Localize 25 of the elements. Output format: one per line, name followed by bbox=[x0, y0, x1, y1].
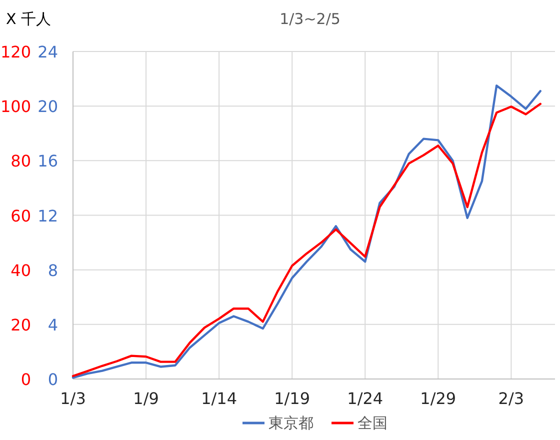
x-tick-label: 1/9 bbox=[133, 389, 159, 408]
y-tick-label: 60 bbox=[10, 206, 31, 226]
x-tick-label: 1/14 bbox=[201, 389, 238, 408]
y2-tick-label: 8 bbox=[48, 260, 58, 280]
y-tick-label: 40 bbox=[10, 260, 31, 280]
y2-tick-label: 12 bbox=[38, 206, 58, 226]
y2-tick-label: 0 bbox=[48, 370, 58, 389]
y-tick-label: 120 bbox=[0, 42, 31, 62]
legend-label: 東京都 bbox=[268, 414, 314, 432]
y-tick-label: 100 bbox=[0, 97, 31, 116]
chart-title: 1/3~2/5 bbox=[280, 10, 340, 28]
x-tick-label: 1/3 bbox=[60, 389, 86, 408]
y-tick-label: 0 bbox=[20, 370, 31, 389]
y-tick-label: 80 bbox=[10, 152, 31, 171]
y2-tick-label: 20 bbox=[38, 97, 58, 116]
x-tick-label: 2/3 bbox=[498, 389, 524, 408]
y-axis-title: X 千人 bbox=[6, 10, 52, 28]
y-tick-label: 20 bbox=[10, 315, 31, 334]
x-tick-label: 1/19 bbox=[274, 389, 310, 408]
x-tick-label: 1/24 bbox=[347, 389, 384, 408]
legend-label: 全国 bbox=[358, 414, 388, 432]
y2-tick-label: 4 bbox=[48, 315, 58, 334]
x-tick-label: 1/29 bbox=[420, 389, 456, 408]
y2-tick-label: 24 bbox=[38, 42, 58, 62]
y2-tick-label: 16 bbox=[38, 152, 58, 171]
